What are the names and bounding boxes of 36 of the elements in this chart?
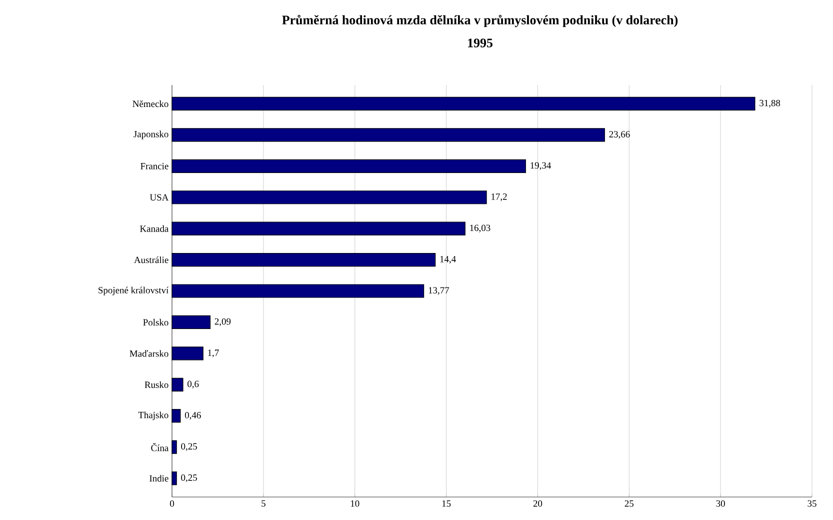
x-tick-label: 30 [716, 500, 725, 507]
x-tick-label: 0 [170, 500, 174, 507]
data-label: 16,03 [470, 224, 490, 232]
chart-title: Průměrná hodinová mzda dělníka v průmyslovém podniku (v dolarech) [282, 14, 678, 28]
data-label: 23,66 [609, 131, 630, 139]
data-label: 1,7 [208, 350, 219, 358]
x-tick-label: 25 [624, 500, 634, 507]
y-tick-label: Austrálie [134, 256, 168, 264]
y-tick-label: Japonsko [134, 130, 168, 140]
y-tick-label: Čína [151, 442, 169, 452]
x-tick-label: 10 [350, 500, 360, 507]
data-label: 0,46 [184, 412, 201, 420]
x-tick-label: 5 [262, 500, 266, 507]
x-tick-label: 15 [442, 500, 451, 507]
y-tick-label: USA [150, 194, 169, 201]
y-tick-label: Francie [140, 162, 168, 170]
data-label: 31,88 [760, 100, 780, 108]
y-tick-label: Maďarsko [130, 350, 168, 357]
data-label: 0,25 [181, 443, 197, 451]
data-label: 14,4 [440, 256, 456, 264]
data-label: 0,25 [181, 474, 197, 482]
x-tick-label: 20 [533, 500, 542, 507]
y-tick-label: Polsko [143, 318, 168, 326]
y-tick-label: Indie [150, 474, 168, 482]
x-tick-label: 35 [808, 500, 816, 507]
data-label: 17,2 [492, 194, 507, 202]
y-tick-label: Německo [132, 100, 168, 108]
chart-subtitle: 1995 [468, 38, 492, 48]
y-tick-label: Kanada [140, 225, 169, 232]
y-tick-label: Rusko [144, 381, 168, 388]
data-label: 0,6 [188, 380, 199, 389]
y-tick-label: Thajsko [138, 412, 168, 420]
data-label: 19,34 [530, 162, 551, 170]
y-tick-label: Spojené království [98, 286, 169, 296]
data-label: 2,09 [214, 318, 231, 326]
data-label: 13,77 [428, 287, 450, 295]
